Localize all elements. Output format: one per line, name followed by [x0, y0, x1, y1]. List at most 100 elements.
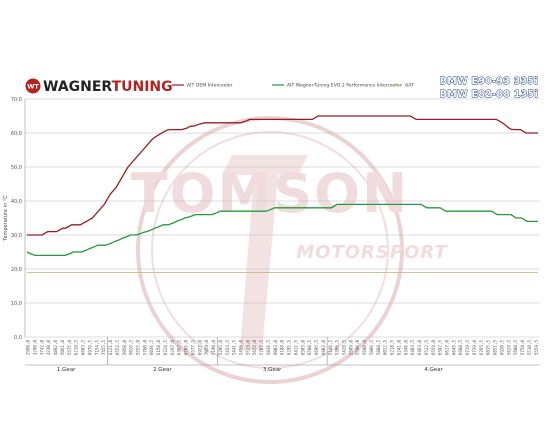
- x-tick-label: 6815,5: [486, 340, 491, 356]
- brand-logo-badge: [25, 78, 41, 94]
- model-label-2: BMW E82-88 135i: [440, 89, 538, 100]
- x-tick-label: 5806,5: [369, 340, 374, 356]
- legend-label: AAT: [405, 83, 414, 89]
- x-tick-label: 6739,0: [472, 340, 477, 356]
- x-tick-label: 5596,0: [355, 340, 360, 356]
- brand-logo-letters: WT: [27, 83, 39, 91]
- x-tick-label: 5061,8: [60, 340, 65, 356]
- y-axis-title: Temperature in °C: [3, 195, 9, 242]
- watermark-text-main: TOMSON: [131, 162, 409, 225]
- x-tick-label: 6585,0: [184, 340, 189, 356]
- x-tick-label: 5456,0: [239, 340, 244, 356]
- y-tick-label: 20,0: [11, 267, 22, 273]
- x-tick-label: 5680,0: [362, 340, 367, 356]
- x-tick-label: 5624,5: [506, 340, 511, 356]
- brand-name: WAGNERTUNING: [43, 79, 173, 95]
- x-tick-label: 5205,0: [218, 340, 223, 356]
- x-tick-label: 6188,0: [280, 340, 285, 356]
- y-tick-label: 60,0: [11, 131, 22, 137]
- x-tick-label: 6719,5: [465, 340, 470, 356]
- x-tick-label: 5836,5: [266, 340, 271, 356]
- x-tick-label: 5780,0: [142, 340, 147, 356]
- x-tick-label: 7059,0: [204, 340, 209, 356]
- x-tick-label: 6851,5: [493, 340, 498, 356]
- x-tick-label: 5433,5: [225, 340, 230, 356]
- x-tick-label: 6403,5: [410, 340, 415, 356]
- x-tick-label: 3290,0: [33, 340, 38, 356]
- x-tick-label: 5026,5: [129, 340, 134, 356]
- x-tick-label: 6503,0: [300, 340, 305, 356]
- gear-label: 4.Gear: [424, 367, 443, 373]
- x-tick-label: 6559,0: [431, 340, 436, 356]
- x-tick-label: 6976,5: [87, 340, 92, 356]
- y-tick-label: 0,0: [14, 335, 22, 341]
- y-tick-label: 40,0: [11, 199, 22, 205]
- x-tick-label: 6012,5: [383, 340, 388, 356]
- y-tick-label: 50,0: [11, 165, 22, 171]
- y-tick-label: 70,0: [11, 97, 22, 103]
- x-tick-label: 4882,0: [53, 340, 58, 356]
- watermark-t-shape: [222, 155, 308, 350]
- x-tick-label: 5559,5: [534, 340, 539, 356]
- brand-name-part2: TUNING: [112, 79, 173, 95]
- x-tick-label: 5680,5: [513, 340, 518, 356]
- x-tick-label: 5509,0: [348, 340, 353, 356]
- brand-logo: WT WAGNERTUNING: [25, 78, 173, 95]
- x-tick-label: 3742,0: [39, 340, 44, 356]
- gear-label: 3.Gear: [263, 367, 282, 373]
- x-tick-label: 2998,0: [26, 340, 31, 356]
- x-tick-label: 6158,0: [156, 340, 161, 356]
- x-tick-label: 6582,5: [438, 340, 443, 356]
- x-tick-label: 5575,0: [67, 340, 72, 356]
- x-tick-label: 5186,5: [328, 340, 333, 356]
- series-line: [26, 203, 538, 257]
- x-tick-label: 5707,5: [259, 340, 264, 356]
- x-tick-label: 6577,5: [190, 340, 195, 356]
- brand-name-part1: WAGNER: [43, 79, 112, 95]
- x-tick-label: 6927,0: [197, 340, 202, 356]
- x-tick-label: 5510,5: [527, 340, 532, 356]
- x-axis: 2998,0 3290,0 3742,0 4230,0 4882,0 5061,8 5575…: [25, 337, 540, 373]
- x-tick-label: 6920,5: [499, 340, 504, 356]
- x-tick-label: 6695,5: [314, 340, 319, 356]
- watermark-ring-inner: [151, 131, 389, 369]
- y-tick-label: 10,0: [11, 301, 22, 307]
- x-tick-label: 7190,0: [211, 340, 216, 356]
- watermark-text-sub: MOTORSPORT: [296, 242, 448, 263]
- x-tick-label: 6802,0: [321, 340, 326, 356]
- x-tick-label: 6580,5: [307, 340, 312, 356]
- x-tick-label: 6552,5: [115, 340, 120, 356]
- x-tick-label: 6367,5: [177, 340, 182, 356]
- legend-label: AIT Wagner-Tuning EVO 2 Performance Inte…: [287, 83, 402, 89]
- x-tick-label: 7455,5: [101, 340, 106, 356]
- x-tick-label: 5758,0: [520, 340, 525, 356]
- series-lines: [26, 115, 538, 273]
- gear-label: 2.Gear: [153, 367, 172, 373]
- gear-label: 1.Gear: [57, 367, 76, 373]
- x-tick-label: 6295,5: [287, 340, 292, 356]
- x-tick-label: 5441,5: [232, 340, 237, 356]
- x-tick-label: 6003,0: [273, 340, 278, 356]
- watermark-ring-outer: [136, 116, 404, 384]
- x-tick-label: 6645,5: [451, 340, 456, 356]
- y-tick-label: 30,0: [11, 233, 22, 239]
- x-tick-label: 5888,5: [376, 340, 381, 356]
- watermark: TOMSON MOTORSPORT: [131, 116, 448, 384]
- x-tick-label: 6241,0: [396, 340, 401, 356]
- y-axis: 0,0 10,0 20,0 30,0 40,0 50,0 60,0 70,0: [11, 97, 22, 341]
- model-label-1: BMW E90-93 335i: [440, 76, 538, 87]
- x-tick-label: 6297,0: [170, 340, 175, 356]
- x-tick-label: 5513,0: [245, 340, 250, 356]
- x-tick-label: 6463,0: [417, 340, 422, 356]
- x-tick-label: 6218,5: [390, 340, 395, 356]
- x-tick-label: 6617,0: [445, 340, 450, 356]
- x-tick-label: 6036,5: [149, 340, 154, 356]
- x-tick-label: 6224,5: [163, 340, 168, 356]
- grid: [24, 98, 540, 338]
- x-tick-label: 6522,5: [424, 340, 429, 356]
- x-tick-label: 7154,5: [94, 340, 99, 356]
- x-tick-label: 4230,0: [46, 340, 51, 356]
- x-tick-label: 6411,5: [293, 340, 298, 356]
- x-tick-label: 6765,5: [479, 340, 484, 356]
- x-tick-label: 6603,5: [81, 340, 86, 356]
